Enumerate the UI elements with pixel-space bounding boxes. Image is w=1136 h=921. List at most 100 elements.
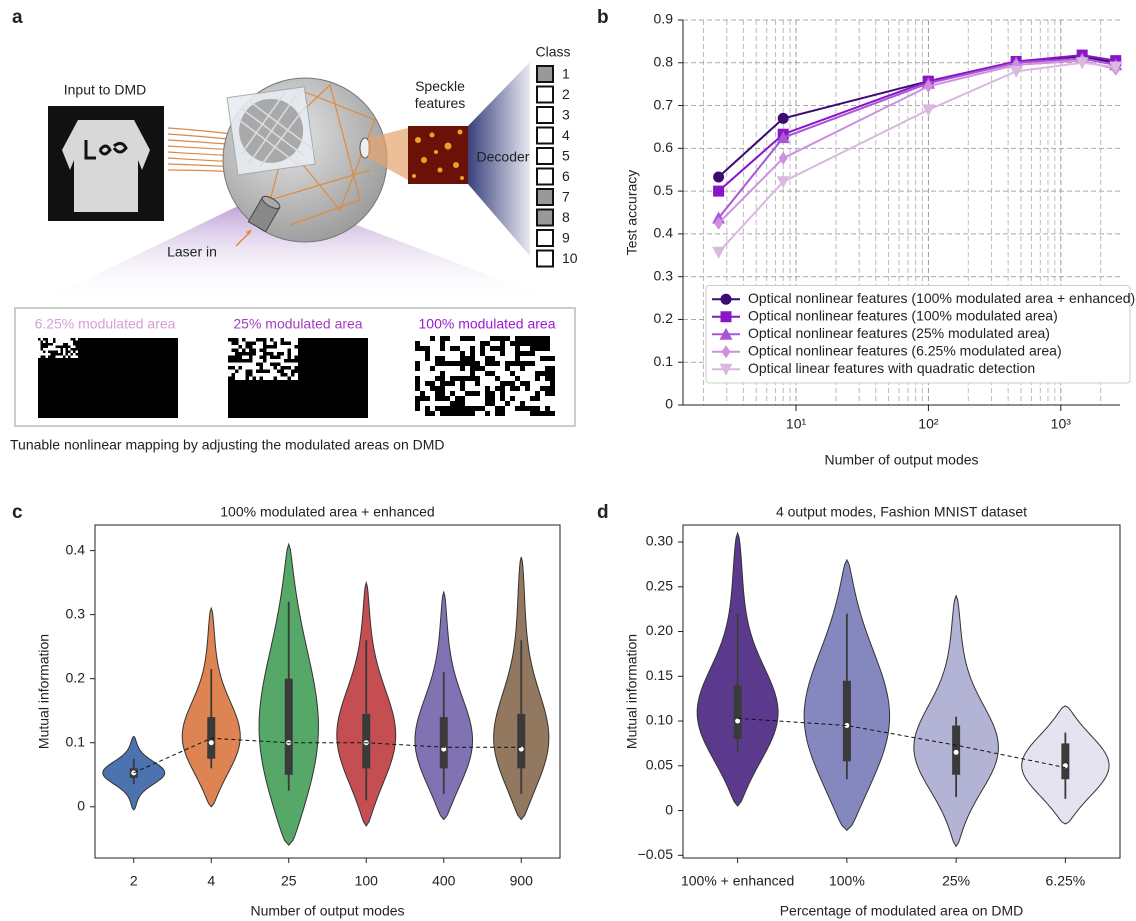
point xyxy=(1075,57,1089,70)
class-box xyxy=(536,167,554,186)
mean-line xyxy=(133,737,522,774)
median xyxy=(844,723,850,729)
frame xyxy=(682,524,1121,859)
point xyxy=(712,246,726,259)
point xyxy=(776,176,790,189)
median xyxy=(441,746,447,752)
y-tick-label: 0 xyxy=(665,396,673,412)
x-tick-label: 10³ xyxy=(1051,416,1072,432)
x-tick-label: 25 xyxy=(281,873,297,889)
y-tick-label: 0.05 xyxy=(646,757,673,773)
dmd xyxy=(226,86,316,176)
y-tick-label: 0 xyxy=(77,797,85,813)
laser-arrow xyxy=(235,231,251,247)
class-label: Class xyxy=(535,44,570,60)
y-tick-label: 0.5 xyxy=(654,182,674,198)
x-tick-label: 10² xyxy=(918,416,939,432)
class-number: 3 xyxy=(562,107,570,123)
y-tick-label: 0.2 xyxy=(66,669,86,685)
class-box xyxy=(536,126,554,145)
iqr-box xyxy=(842,680,851,762)
legend-marker xyxy=(721,345,731,359)
series-line xyxy=(717,59,1116,224)
class-box xyxy=(536,229,554,247)
panel-label: b xyxy=(597,7,609,28)
y-tick-label: 0.4 xyxy=(66,541,86,557)
class-number: 5 xyxy=(562,148,570,164)
x-tick-label: 6.25% xyxy=(1046,873,1086,889)
class-number: 1 xyxy=(562,66,570,82)
speckle-image xyxy=(408,126,468,184)
noise xyxy=(415,336,555,416)
diagram: Input to DMD Speckle features Decoder Cl… xyxy=(10,44,578,453)
legend-label: Optical nonlinear features (25% modulate… xyxy=(748,325,1050,341)
series-line xyxy=(717,61,1116,253)
legend-marker xyxy=(720,311,732,323)
median xyxy=(518,746,524,752)
class-box xyxy=(536,85,554,104)
noise xyxy=(38,338,78,358)
y-tick-label: 0.9 xyxy=(654,11,674,27)
y-tick-label: 0 xyxy=(665,801,673,817)
x-tick-label: 4 xyxy=(207,873,215,889)
y-tick-label: 0.1 xyxy=(66,733,86,749)
y-tick-label: 0.6 xyxy=(654,139,674,155)
x-axis-label: Number of output modes xyxy=(250,903,404,919)
y-tick-label: 0.15 xyxy=(646,667,673,683)
x-tick-label: 100% xyxy=(829,873,865,889)
dmd-noise xyxy=(38,336,555,416)
y-tick-label: 0.3 xyxy=(654,267,674,283)
laser-label: Laser in xyxy=(167,244,217,260)
class-number: 6 xyxy=(562,168,570,184)
panel-label: d xyxy=(597,502,609,523)
class-number: 4 xyxy=(562,127,570,143)
class-box xyxy=(536,188,554,206)
modulation-label: 100% modulated area xyxy=(419,316,556,332)
class-box xyxy=(536,249,554,268)
median xyxy=(735,718,741,724)
point xyxy=(1109,61,1123,74)
noise xyxy=(228,338,298,380)
legend-marker xyxy=(720,293,732,305)
y-tick-label: 0.10 xyxy=(646,712,673,728)
point xyxy=(921,104,935,117)
x-tick-label: 2 xyxy=(130,873,138,889)
y-tick-label: 0.7 xyxy=(654,96,674,112)
class-number: 10 xyxy=(562,250,578,266)
y-tick-label: 0.20 xyxy=(646,622,673,638)
speckles xyxy=(412,129,464,180)
garment xyxy=(62,120,150,212)
legend-marker xyxy=(719,327,733,340)
median xyxy=(208,740,214,746)
y-tick-label: 0.30 xyxy=(646,533,673,549)
panel-label: c xyxy=(12,502,23,523)
y-tick-label: 0.8 xyxy=(654,53,674,69)
dmd-pattern xyxy=(38,338,178,418)
legend-label: Optical nonlinear features (6.25% modula… xyxy=(748,342,1062,358)
y-tick-label: 0.3 xyxy=(66,605,86,621)
iqr-box xyxy=(439,717,448,769)
decoder xyxy=(468,62,530,256)
y-tick-label: 0.4 xyxy=(654,225,674,241)
iqr-box xyxy=(517,713,526,769)
point xyxy=(923,79,933,93)
iqr-box xyxy=(284,678,293,775)
point xyxy=(713,171,725,183)
output-beam xyxy=(368,128,408,180)
x-tick-label: 100% + enhanced xyxy=(681,873,794,889)
median xyxy=(953,749,959,755)
point xyxy=(776,131,790,144)
x-tick-label: 900 xyxy=(510,873,534,889)
laser-arrowhead xyxy=(246,229,252,235)
point xyxy=(777,112,789,124)
garment-print xyxy=(84,140,128,160)
legend-box xyxy=(705,285,1131,384)
y-axis-label: Mutual information xyxy=(36,634,52,749)
chart-title: 4 output modes, Fashion MNIST dataset xyxy=(776,504,1027,520)
legend-label: Optical nonlinear features (100% modulat… xyxy=(748,290,1135,306)
iqr-box xyxy=(1061,743,1070,780)
point xyxy=(713,185,725,197)
point xyxy=(778,151,788,165)
speckle-label: Speckle features xyxy=(414,78,466,111)
